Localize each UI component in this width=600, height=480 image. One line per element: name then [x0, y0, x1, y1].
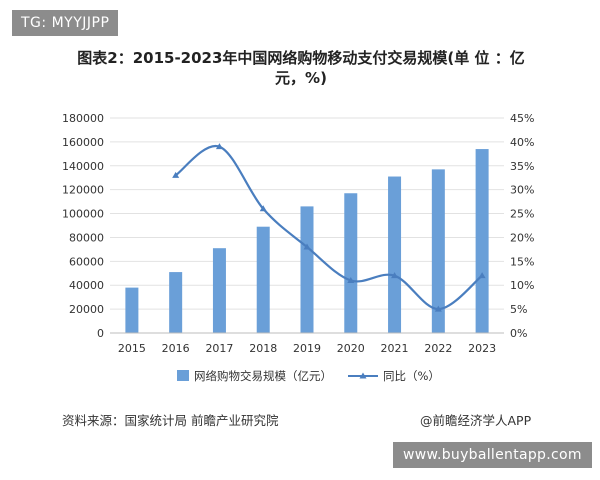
- bar: [300, 206, 314, 333]
- y-left-tick-label: 40000: [69, 279, 104, 292]
- bar: [344, 193, 358, 333]
- y-left-tick-label: 180000: [62, 112, 104, 125]
- line-point: [391, 272, 399, 279]
- y-left-tick-label: 80000: [69, 231, 104, 244]
- y-right-tick-label: 5%: [510, 303, 527, 316]
- y-right-tick-label: 10%: [510, 279, 534, 292]
- x-tick-label: 2015: [118, 342, 146, 355]
- bar: [256, 226, 270, 333]
- line-point: [215, 143, 223, 150]
- y-right-tick-label: 45%: [510, 112, 534, 125]
- source-note: 资料来源：国家统计局 前瞻产业研究院: [62, 413, 279, 428]
- y-left-tick-label: 20000: [69, 303, 104, 316]
- legend-line-label: 同比（%）: [383, 369, 440, 383]
- y-left-tick-label: 60000: [69, 255, 104, 268]
- x-tick-label: 2022: [424, 342, 452, 355]
- bar: [212, 248, 226, 333]
- x-tick-label: 2017: [205, 342, 233, 355]
- legend-bar-swatch: [177, 370, 189, 381]
- y-left-tick-label: 0: [97, 327, 104, 340]
- line-point: [303, 243, 311, 250]
- y-left-tick-label: 160000: [62, 136, 104, 149]
- bar: [475, 149, 489, 333]
- bar: [388, 176, 402, 333]
- x-tick-label: 2023: [468, 342, 496, 355]
- line-point: [434, 305, 442, 312]
- line-point: [172, 171, 180, 178]
- legend-bar-label: 网络购物交易规模（亿元）: [194, 369, 332, 383]
- credit-note: @前瞻经济学人APP: [420, 413, 532, 428]
- line-point: [478, 272, 486, 279]
- y-right-tick-label: 40%: [510, 136, 534, 149]
- line-point: [347, 276, 355, 283]
- y-right-tick-label: 25%: [510, 208, 534, 221]
- legend-line-marker: [359, 372, 367, 379]
- line-point: [259, 205, 267, 212]
- bar: [125, 287, 139, 333]
- url-watermark-badge: www.buyballentapp.com: [393, 442, 592, 468]
- x-tick-label: 2019: [293, 342, 321, 355]
- chart-title: 图表2：2015-2023年中国网络购物移动支付交易规模(单 位 ：亿元，%): [77, 49, 525, 87]
- x-tick-label: 2018: [249, 342, 277, 355]
- bar: [431, 169, 445, 333]
- yoy-line: [174, 145, 483, 311]
- top-watermark-badge: TG: MYYJJPP: [12, 10, 119, 36]
- y-right-tick-label: 20%: [510, 231, 534, 244]
- y-right-tick-label: 35%: [510, 160, 534, 173]
- y-left-tick-label: 140000: [62, 160, 104, 173]
- y-right-tick-label: 30%: [510, 184, 534, 197]
- y-right-tick-label: 15%: [510, 255, 534, 268]
- y-left-tick-label: 120000: [62, 184, 104, 197]
- y-left-tick-label: 100000: [62, 208, 104, 221]
- x-tick-label: 2020: [337, 342, 365, 355]
- bar: [169, 272, 183, 333]
- x-tick-label: 2021: [381, 342, 409, 355]
- x-tick-label: 2016: [162, 342, 190, 355]
- y-right-tick-label: 0%: [510, 327, 527, 340]
